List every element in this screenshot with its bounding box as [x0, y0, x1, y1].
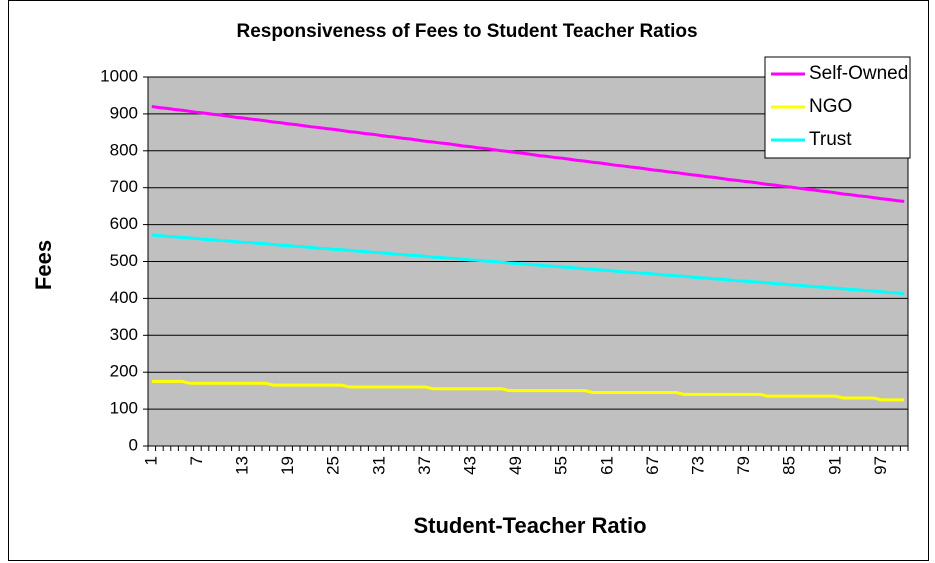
y-axis-label: Fees	[31, 240, 56, 290]
x-tick-label: 1	[141, 456, 160, 465]
y-tick-label: 1000	[100, 66, 138, 85]
x-tick-label: 43	[460, 456, 479, 475]
x-tick-label: 91	[825, 456, 844, 475]
x-tick-label: 61	[597, 456, 616, 475]
x-tick-label: 85	[780, 456, 799, 475]
x-tick-label: 67	[643, 456, 662, 475]
x-tick-label: 7	[187, 456, 206, 465]
y-tick-label: 200	[110, 362, 138, 381]
x-tick-label: 49	[506, 456, 525, 475]
series-line	[151, 105, 905, 203]
y-tick-label: 0	[129, 435, 138, 454]
y-tick-label: 700	[110, 177, 138, 196]
x-tick-label: 31	[369, 456, 388, 475]
x-tick-label: 13	[232, 456, 251, 475]
legend-label: Self-Owned	[809, 63, 908, 84]
y-tick-label: 900	[110, 103, 138, 122]
x-tick-label: 25	[324, 456, 343, 475]
x-tick-label: 97	[871, 456, 890, 475]
x-tick-label: 55	[552, 456, 571, 475]
series-line	[151, 233, 905, 296]
x-tick-label: 79	[734, 456, 753, 475]
y-tick-label: 100	[110, 399, 138, 418]
y-tick-label: 500	[110, 251, 138, 270]
y-tick-label: 400	[110, 288, 138, 307]
y-tick-label: 600	[110, 214, 138, 233]
y-tick-label: 800	[110, 140, 138, 159]
x-axis-label: Student-Teacher Ratio	[413, 513, 646, 538]
legend-label: NGO	[809, 96, 852, 117]
x-tick-label: 37	[415, 456, 434, 475]
x-tick-label: 73	[688, 456, 707, 475]
legend-label: Trust	[809, 129, 852, 150]
y-tick-label: 300	[110, 325, 138, 344]
x-tick-label: 19	[278, 456, 297, 475]
series-line	[151, 379, 905, 402]
chart-title: Responsiveness of Fees to Student Teache…	[236, 21, 697, 42]
